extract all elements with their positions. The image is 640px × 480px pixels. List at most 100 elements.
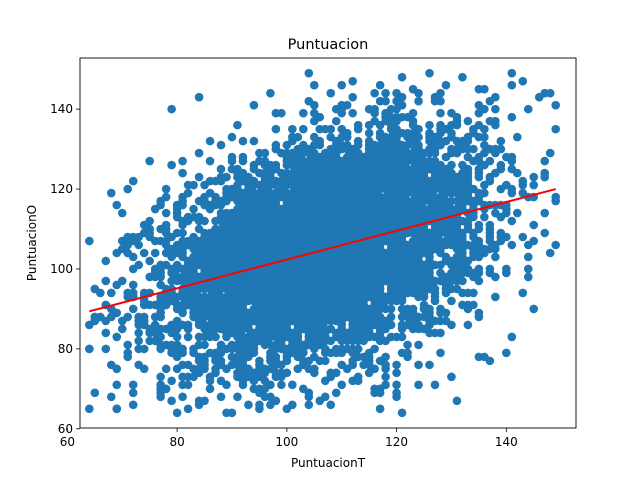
data-point	[238, 152, 248, 162]
data-point	[491, 208, 500, 218]
data-point	[112, 380, 122, 390]
data-point	[392, 380, 401, 390]
data-point	[359, 256, 368, 266]
data-point	[353, 216, 363, 226]
data-point	[414, 340, 423, 350]
data-point	[293, 160, 303, 170]
data-point	[183, 380, 193, 390]
data-point	[375, 280, 385, 290]
data-point	[200, 268, 209, 278]
data-point	[255, 256, 264, 266]
data-point	[96, 288, 105, 298]
data-point	[370, 272, 379, 282]
data-point	[233, 392, 242, 402]
data-point	[425, 68, 434, 78]
data-point	[375, 192, 385, 202]
x-axis-label: PuntuacionT	[291, 456, 366, 470]
data-point	[266, 168, 275, 178]
data-point	[299, 244, 308, 254]
data-point	[271, 160, 281, 170]
data-point	[244, 372, 253, 382]
data-point	[348, 152, 357, 162]
data-point	[458, 168, 467, 178]
data-point	[167, 160, 176, 170]
data-point	[233, 204, 242, 214]
data-point	[128, 236, 138, 246]
data-point	[348, 92, 357, 102]
data-point	[408, 228, 418, 238]
data-point	[425, 264, 434, 274]
data-point	[337, 80, 347, 90]
data-point	[101, 344, 111, 354]
data-point	[452, 220, 462, 230]
data-point	[337, 380, 347, 390]
data-point	[249, 160, 259, 170]
data-point	[277, 380, 286, 390]
data-point	[370, 212, 379, 222]
data-point	[436, 348, 445, 358]
data-point	[244, 184, 253, 194]
data-point	[386, 180, 396, 190]
data-point	[529, 304, 539, 314]
data-point	[161, 364, 171, 374]
data-point	[238, 300, 248, 310]
data-point	[178, 392, 187, 402]
data-point	[370, 172, 379, 182]
data-point	[397, 320, 407, 330]
data-point	[523, 272, 533, 282]
data-point	[200, 364, 209, 374]
data-point	[183, 320, 193, 330]
data-point	[331, 152, 341, 162]
data-point	[480, 124, 489, 134]
data-point	[551, 192, 560, 202]
data-point	[480, 84, 489, 94]
data-point	[414, 380, 423, 390]
data-point	[194, 172, 204, 182]
data-point	[447, 372, 456, 382]
data-point	[161, 260, 171, 270]
axes-frame	[79, 57, 577, 429]
data-point	[397, 72, 407, 82]
data-point	[299, 188, 308, 198]
data-point	[375, 132, 385, 142]
data-point	[178, 196, 187, 206]
data-point	[403, 128, 412, 138]
data-point	[364, 140, 374, 150]
data-point	[397, 288, 407, 298]
data-point	[392, 332, 401, 342]
data-point	[161, 208, 171, 218]
data-point	[485, 264, 495, 274]
data-point	[123, 352, 133, 362]
data-point	[128, 280, 138, 290]
data-point	[507, 156, 517, 166]
data-point	[304, 68, 314, 78]
data-point	[282, 260, 292, 270]
data-point	[183, 300, 193, 310]
data-point	[320, 172, 330, 182]
data-point	[238, 380, 248, 390]
data-point	[238, 344, 248, 354]
data-point	[299, 108, 308, 118]
data-point	[331, 116, 341, 126]
data-point	[326, 220, 336, 230]
data-point	[386, 120, 396, 130]
data-point	[194, 320, 204, 330]
data-point	[441, 200, 451, 210]
fit-line-layer	[89, 188, 556, 313]
data-point	[326, 280, 336, 290]
data-point	[167, 268, 176, 278]
data-point	[414, 140, 423, 150]
data-point	[112, 364, 122, 374]
data-point	[502, 348, 511, 358]
data-point	[436, 88, 445, 98]
data-point	[211, 248, 220, 258]
data-point	[436, 108, 445, 118]
data-point	[337, 100, 347, 110]
data-point	[244, 332, 253, 342]
data-point	[134, 344, 144, 354]
data-point	[364, 160, 374, 170]
data-point	[293, 260, 303, 270]
data-point	[266, 248, 275, 258]
data-point	[315, 200, 325, 210]
data-point	[474, 156, 484, 166]
